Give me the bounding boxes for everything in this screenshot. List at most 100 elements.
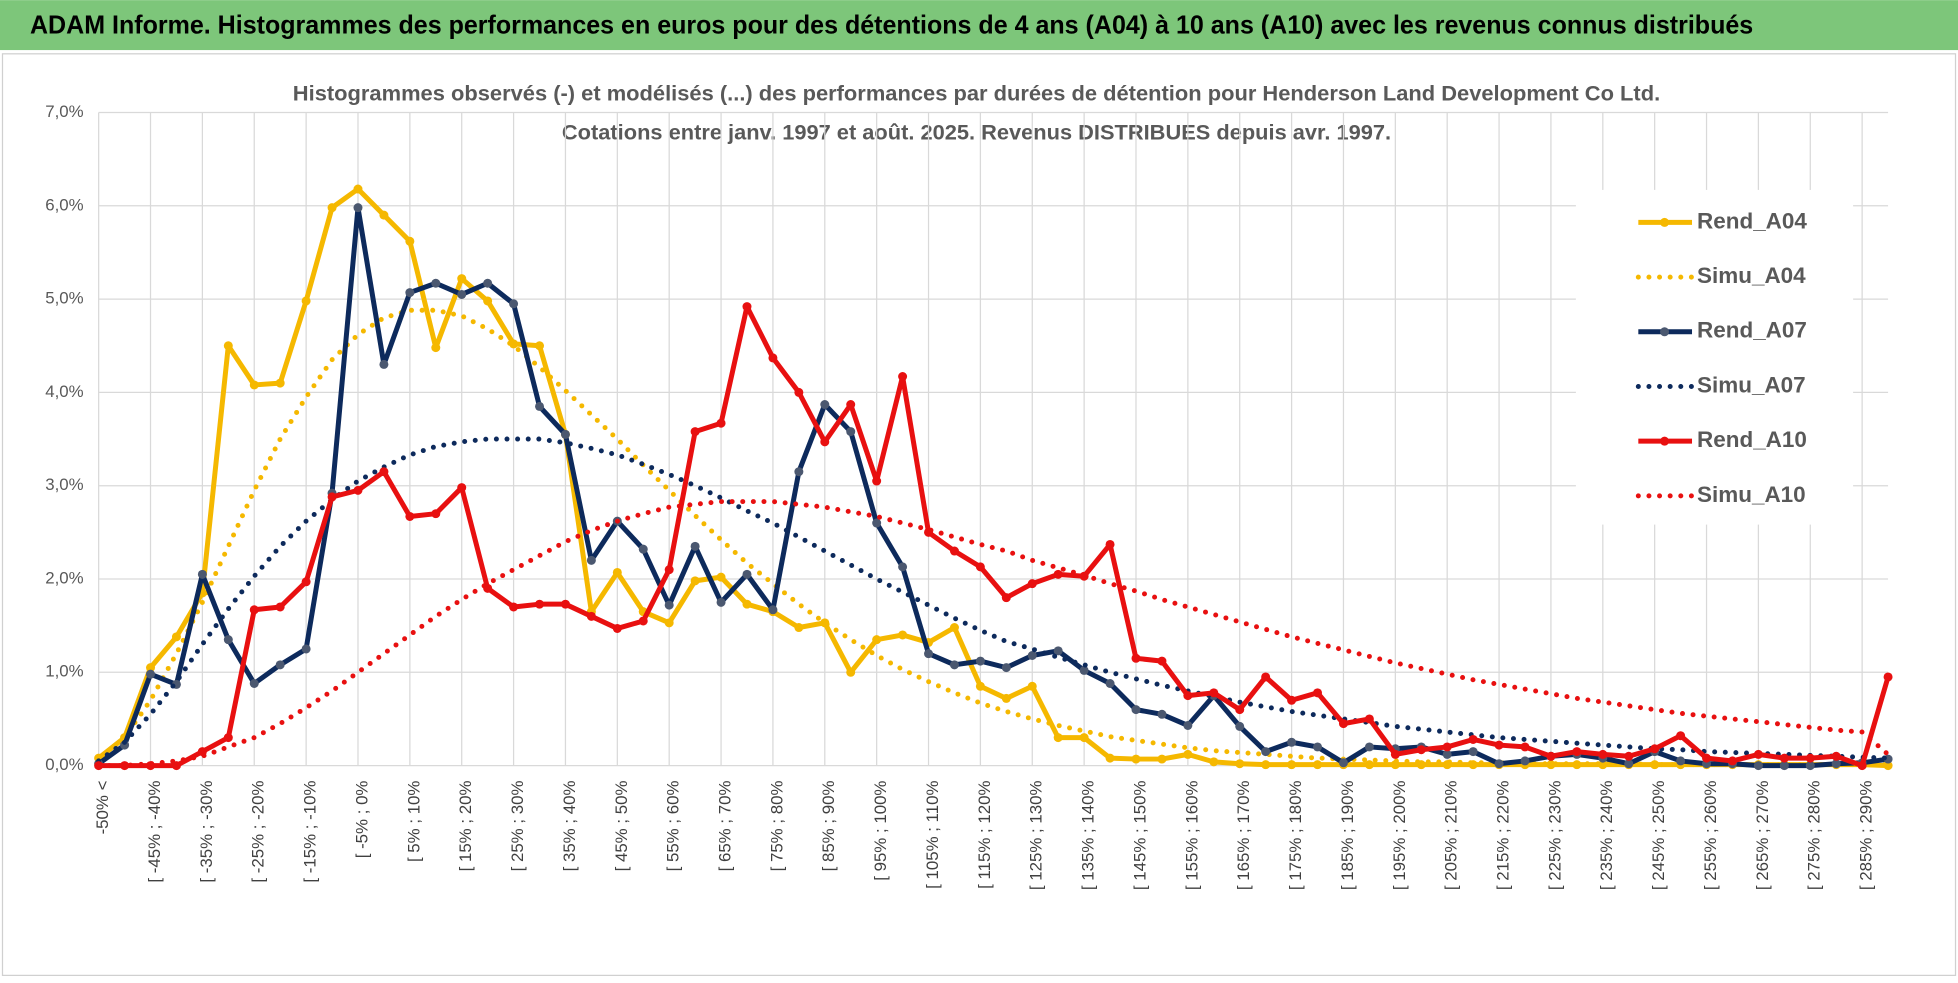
data-point: [1494, 740, 1504, 750]
data-point: [1416, 745, 1426, 755]
data-point: [327, 492, 337, 502]
data-point: [249, 678, 259, 688]
data-point: [249, 380, 259, 390]
x-tick-label: [ 245% ; 250%: [1649, 781, 1668, 891]
data-point: [898, 630, 908, 640]
data-point: [560, 429, 570, 439]
data-point: [431, 509, 441, 519]
data-point: [1027, 681, 1037, 691]
x-tick-label: [ 45% ; 50%: [612, 781, 631, 872]
data-point: [171, 632, 181, 642]
data-point: [586, 555, 596, 565]
data-point: [794, 623, 804, 633]
data-point: [690, 576, 700, 586]
data-point: [1364, 742, 1374, 752]
x-tick-label: [ 275% ; 280%: [1805, 781, 1824, 891]
header-bar: [0, 0, 1958, 51]
data-point: [1209, 688, 1219, 698]
x-tick-label: [ 85% ; 90%: [819, 781, 838, 872]
data-point: [120, 761, 130, 771]
data-point: [924, 649, 934, 659]
data-point: [1183, 720, 1193, 730]
data-point: [872, 518, 882, 528]
data-point: [405, 288, 415, 298]
data-point: [535, 599, 545, 609]
y-tick-label: 2,0%: [45, 568, 83, 587]
data-point: [1287, 737, 1297, 747]
data-point: [1624, 759, 1634, 769]
y-tick-label: 0,0%: [45, 755, 83, 774]
x-tick-label: [ 55% ; 60%: [664, 781, 683, 872]
data-point: [612, 567, 622, 577]
data-point: [638, 616, 648, 626]
data-point: [898, 562, 908, 572]
data-point: [1676, 756, 1686, 766]
data-point: [716, 597, 726, 607]
x-tick-label: [ -25% ; -20%: [249, 781, 268, 883]
chart-title: Histogrammes observés (-) et modélisés (…: [293, 83, 1660, 106]
series-line: [96, 307, 1891, 768]
data-point: [975, 562, 985, 572]
data-point: [146, 669, 156, 679]
y-tick-label: 6,0%: [45, 195, 83, 214]
data-point: [664, 618, 674, 628]
data-point: [664, 565, 674, 575]
data-point: [975, 681, 985, 691]
data-point: [949, 623, 959, 633]
data-point: [872, 635, 882, 645]
data-point: [509, 602, 519, 612]
data-point: [223, 341, 233, 351]
data-point: [690, 427, 700, 437]
data-point: [1001, 663, 1011, 673]
data-point: [197, 569, 207, 579]
legend-label: Simu_A04: [1697, 263, 1806, 288]
data-point: [1183, 691, 1193, 701]
data-point: [223, 733, 233, 743]
data-point: [275, 660, 285, 670]
y-tick-label: 5,0%: [45, 289, 83, 308]
chart-subtitle: Cotations entre janv. 1997 et août. 2025…: [562, 121, 1391, 144]
data-point: [1546, 751, 1556, 761]
data-point: [1364, 760, 1374, 770]
x-tick-label: [ 135% ; 140%: [1079, 781, 1098, 891]
data-point: [742, 569, 752, 579]
data-point: [664, 600, 674, 610]
x-tick-label: [ 15% ; 20%: [456, 781, 475, 872]
data-point: [1468, 747, 1478, 757]
data-point: [1313, 688, 1323, 698]
data-point: [249, 605, 259, 615]
data-point: [1105, 678, 1115, 688]
data-point: [1494, 759, 1504, 769]
data-point: [1053, 733, 1063, 743]
data-point: [820, 437, 830, 447]
data-point: [1131, 653, 1141, 663]
data-point: [535, 401, 545, 411]
data-point: [846, 427, 856, 437]
y-tick-label: 1,0%: [45, 662, 83, 681]
data-point: [1338, 758, 1348, 768]
data-point: [1001, 693, 1011, 703]
data-point: [1027, 651, 1037, 660]
data-point: [1338, 719, 1348, 729]
data-point: [560, 599, 570, 609]
data-point: [1390, 749, 1400, 759]
data-point: [1105, 753, 1115, 763]
legend-label: Rend_A10: [1697, 427, 1807, 452]
data-point: [742, 599, 752, 609]
y-tick-label: 7,0%: [45, 102, 83, 121]
data-point: [1001, 593, 1011, 603]
x-tick-label: [ 65% ; 70%: [716, 781, 735, 872]
data-point: [457, 289, 467, 299]
data-point: [1131, 705, 1141, 715]
data-point: [612, 623, 622, 633]
x-tick-label: [ 265% ; 270%: [1753, 781, 1772, 891]
data-point: [1883, 672, 1893, 682]
data-point: [898, 372, 908, 382]
data-point: [275, 602, 285, 612]
data-point: [716, 572, 726, 582]
data-point: [1468, 734, 1478, 744]
data-point: [1650, 744, 1660, 754]
data-point: [1779, 753, 1789, 763]
data-point: [379, 359, 389, 369]
